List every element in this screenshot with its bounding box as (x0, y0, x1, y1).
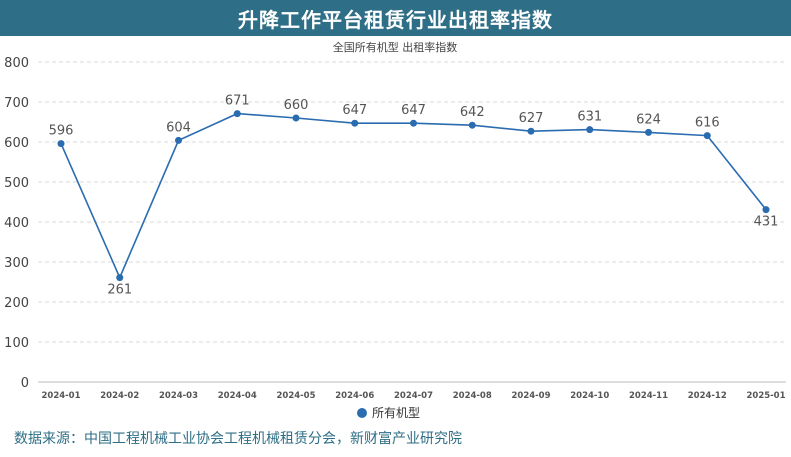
line-chart: 全国所有机型 出租率指数 0 100 200 300 400 500 600 700 800 2… (4, 40, 786, 420)
data-label: 596 (49, 124, 74, 139)
x-tick-label: 2024-10 (570, 391, 609, 401)
data-point (351, 119, 359, 127)
y-tick-label: 0 (21, 376, 29, 391)
data-label: 671 (225, 94, 250, 109)
data-label: 631 (577, 110, 602, 125)
x-tick-label: 2024-09 (511, 391, 550, 401)
chart-title: 全国所有机型 出租率指数 (333, 40, 458, 54)
y-tick-label: 500 (4, 176, 29, 191)
x-tick-label: 2024-11 (629, 391, 668, 401)
data-point (586, 126, 594, 134)
source-note: 数据来源：中国工程机械工业协会工程机械租赁分会，新财富产业研究院 (14, 431, 462, 447)
data-point (527, 127, 535, 135)
legend-marker-icon (357, 408, 367, 418)
data-label: 660 (284, 98, 309, 113)
data-label: 431 (754, 215, 779, 230)
x-tick-label: 2024-02 (100, 391, 139, 401)
data-label: 261 (107, 283, 132, 298)
data-label: 627 (519, 111, 544, 126)
x-tick-label: 2025-01 (746, 391, 785, 401)
data-point (703, 132, 711, 140)
x-tick-label: 2024-07 (394, 391, 433, 401)
data-point (292, 114, 300, 122)
legend-label: 所有机型 (372, 406, 420, 420)
x-tick-label: 2024-12 (688, 391, 727, 401)
x-tick-label: 2024-01 (41, 391, 80, 401)
data-label: 624 (636, 112, 661, 127)
data-label: 616 (695, 116, 720, 131)
data-point (762, 206, 770, 214)
x-tick-label: 2024-05 (276, 391, 315, 401)
x-tick-label: 2024-03 (159, 391, 198, 401)
data-point (116, 274, 124, 282)
series-line (60, 112, 767, 280)
y-tick-label: 300 (4, 256, 29, 271)
x-axis-ticks: 2024-01 2024-02 2024-03 2024-04 2024-05 2024-… (41, 391, 785, 401)
page-title: 升降工作平台租赁行业出租率指数 (0, 0, 791, 36)
y-tick-label: 700 (4, 96, 29, 111)
data-point (233, 110, 241, 118)
x-tick-label: 2024-04 (218, 391, 257, 401)
y-tick-label: 800 (4, 56, 29, 71)
data-label: 647 (342, 103, 367, 118)
series-layer: 596 261 604 671 660 647 647 642 627 631 624 616 431 (49, 94, 779, 298)
data-point (57, 140, 65, 148)
legend[interactable]: 所有机型 (357, 406, 420, 420)
data-point (410, 119, 417, 127)
data-point (645, 128, 652, 136)
y-tick-label: 200 (4, 296, 29, 311)
data-label: 642 (460, 105, 485, 120)
y-tick-label: 600 (4, 136, 29, 151)
x-tick-label: 2024-08 (453, 391, 492, 401)
y-tick-label: 100 (4, 336, 29, 351)
y-axis-ticks: 0 100 200 300 400 500 600 700 800 (4, 56, 29, 391)
data-label: 647 (401, 103, 426, 118)
grid-lines (38, 61, 786, 383)
data-point (468, 121, 476, 129)
data-point (175, 136, 182, 144)
data-label: 604 (166, 120, 191, 135)
y-tick-label: 400 (4, 216, 29, 231)
x-tick-label: 2024-06 (335, 391, 374, 401)
